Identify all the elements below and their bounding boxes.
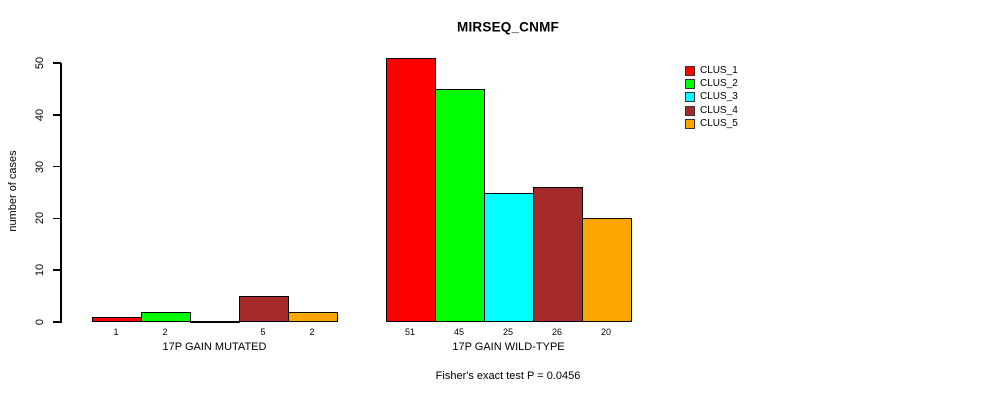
bar-value-label: 2 xyxy=(309,326,315,337)
legend-item-clus_2: CLUS_2 xyxy=(685,78,738,90)
legend-swatch-icon xyxy=(685,79,695,90)
legend-label: CLUS_2 xyxy=(700,78,738,90)
legend-item-clus_3: CLUS_3 xyxy=(685,91,738,103)
legend-item-clus_5: CLUS_5 xyxy=(685,118,738,130)
y-tick-mark xyxy=(53,165,61,168)
legend-item-clus_1: CLUS_1 xyxy=(685,65,738,77)
bar-clus_3-group1-zero xyxy=(189,321,240,323)
chart-title: MIRSEQ_CNMF xyxy=(457,19,559,35)
legend-label: CLUS_1 xyxy=(700,65,738,76)
bar-value-label: 20 xyxy=(600,326,612,337)
bar-value-label: 25 xyxy=(502,326,514,337)
y-tick-mark xyxy=(53,114,61,116)
legend-label: CLUS_5 xyxy=(700,117,738,129)
bar-value-label: 2 xyxy=(162,326,168,337)
y-tick-label: 0 xyxy=(34,318,46,326)
y-tick-label: 40 xyxy=(34,108,46,121)
legend-item-clus_4: CLUS_4 xyxy=(685,105,738,117)
bar-value-label: 51 xyxy=(404,326,416,337)
y-tick-mark xyxy=(53,62,61,64)
bar-clus_4-group2 xyxy=(532,187,583,322)
y-tick-label: 10 xyxy=(34,264,46,277)
y-tick-label: 30 xyxy=(34,160,46,173)
bar-clus_5-group1 xyxy=(287,311,338,322)
legend-label: CLUS_3 xyxy=(700,91,738,103)
legend-swatch-icon xyxy=(685,118,695,129)
legend-label: CLUS_4 xyxy=(700,104,738,116)
bar-value-label: 5 xyxy=(260,326,266,337)
group-label-mutated: 17P GAIN MUTATED xyxy=(162,341,267,353)
fisher-test-annotation: Fisher's exact test P = 0.0456 xyxy=(435,370,581,382)
bar-clus_4-group1 xyxy=(238,296,289,322)
bar-value-label: 26 xyxy=(551,326,563,337)
y-tick-label: 50 xyxy=(34,56,46,70)
y-axis-line xyxy=(60,63,62,323)
y-tick-mark xyxy=(53,269,61,271)
bar-value-label: 45 xyxy=(453,326,465,337)
legend-swatch-icon xyxy=(685,105,695,116)
group-label-wild-type: 17P GAIN WILD-TYPE xyxy=(452,341,565,353)
bar-clus_2-group1 xyxy=(140,311,191,322)
legend-swatch-icon xyxy=(685,92,695,103)
y-axis-label: number of cases xyxy=(7,150,19,232)
y-tick-mark xyxy=(53,217,61,220)
bar-clus_5-group2 xyxy=(581,218,632,322)
bar-clus_1-group2 xyxy=(385,57,436,322)
bar-value-label: 1 xyxy=(113,326,119,337)
bar-clus_1-group1 xyxy=(91,316,142,322)
y-tick-mark xyxy=(53,321,61,323)
y-tick-label: 20 xyxy=(34,212,46,225)
bar-clus_3-group2 xyxy=(483,192,534,322)
legend-swatch-icon xyxy=(685,66,695,76)
bar-clus_2-group2 xyxy=(434,88,485,322)
